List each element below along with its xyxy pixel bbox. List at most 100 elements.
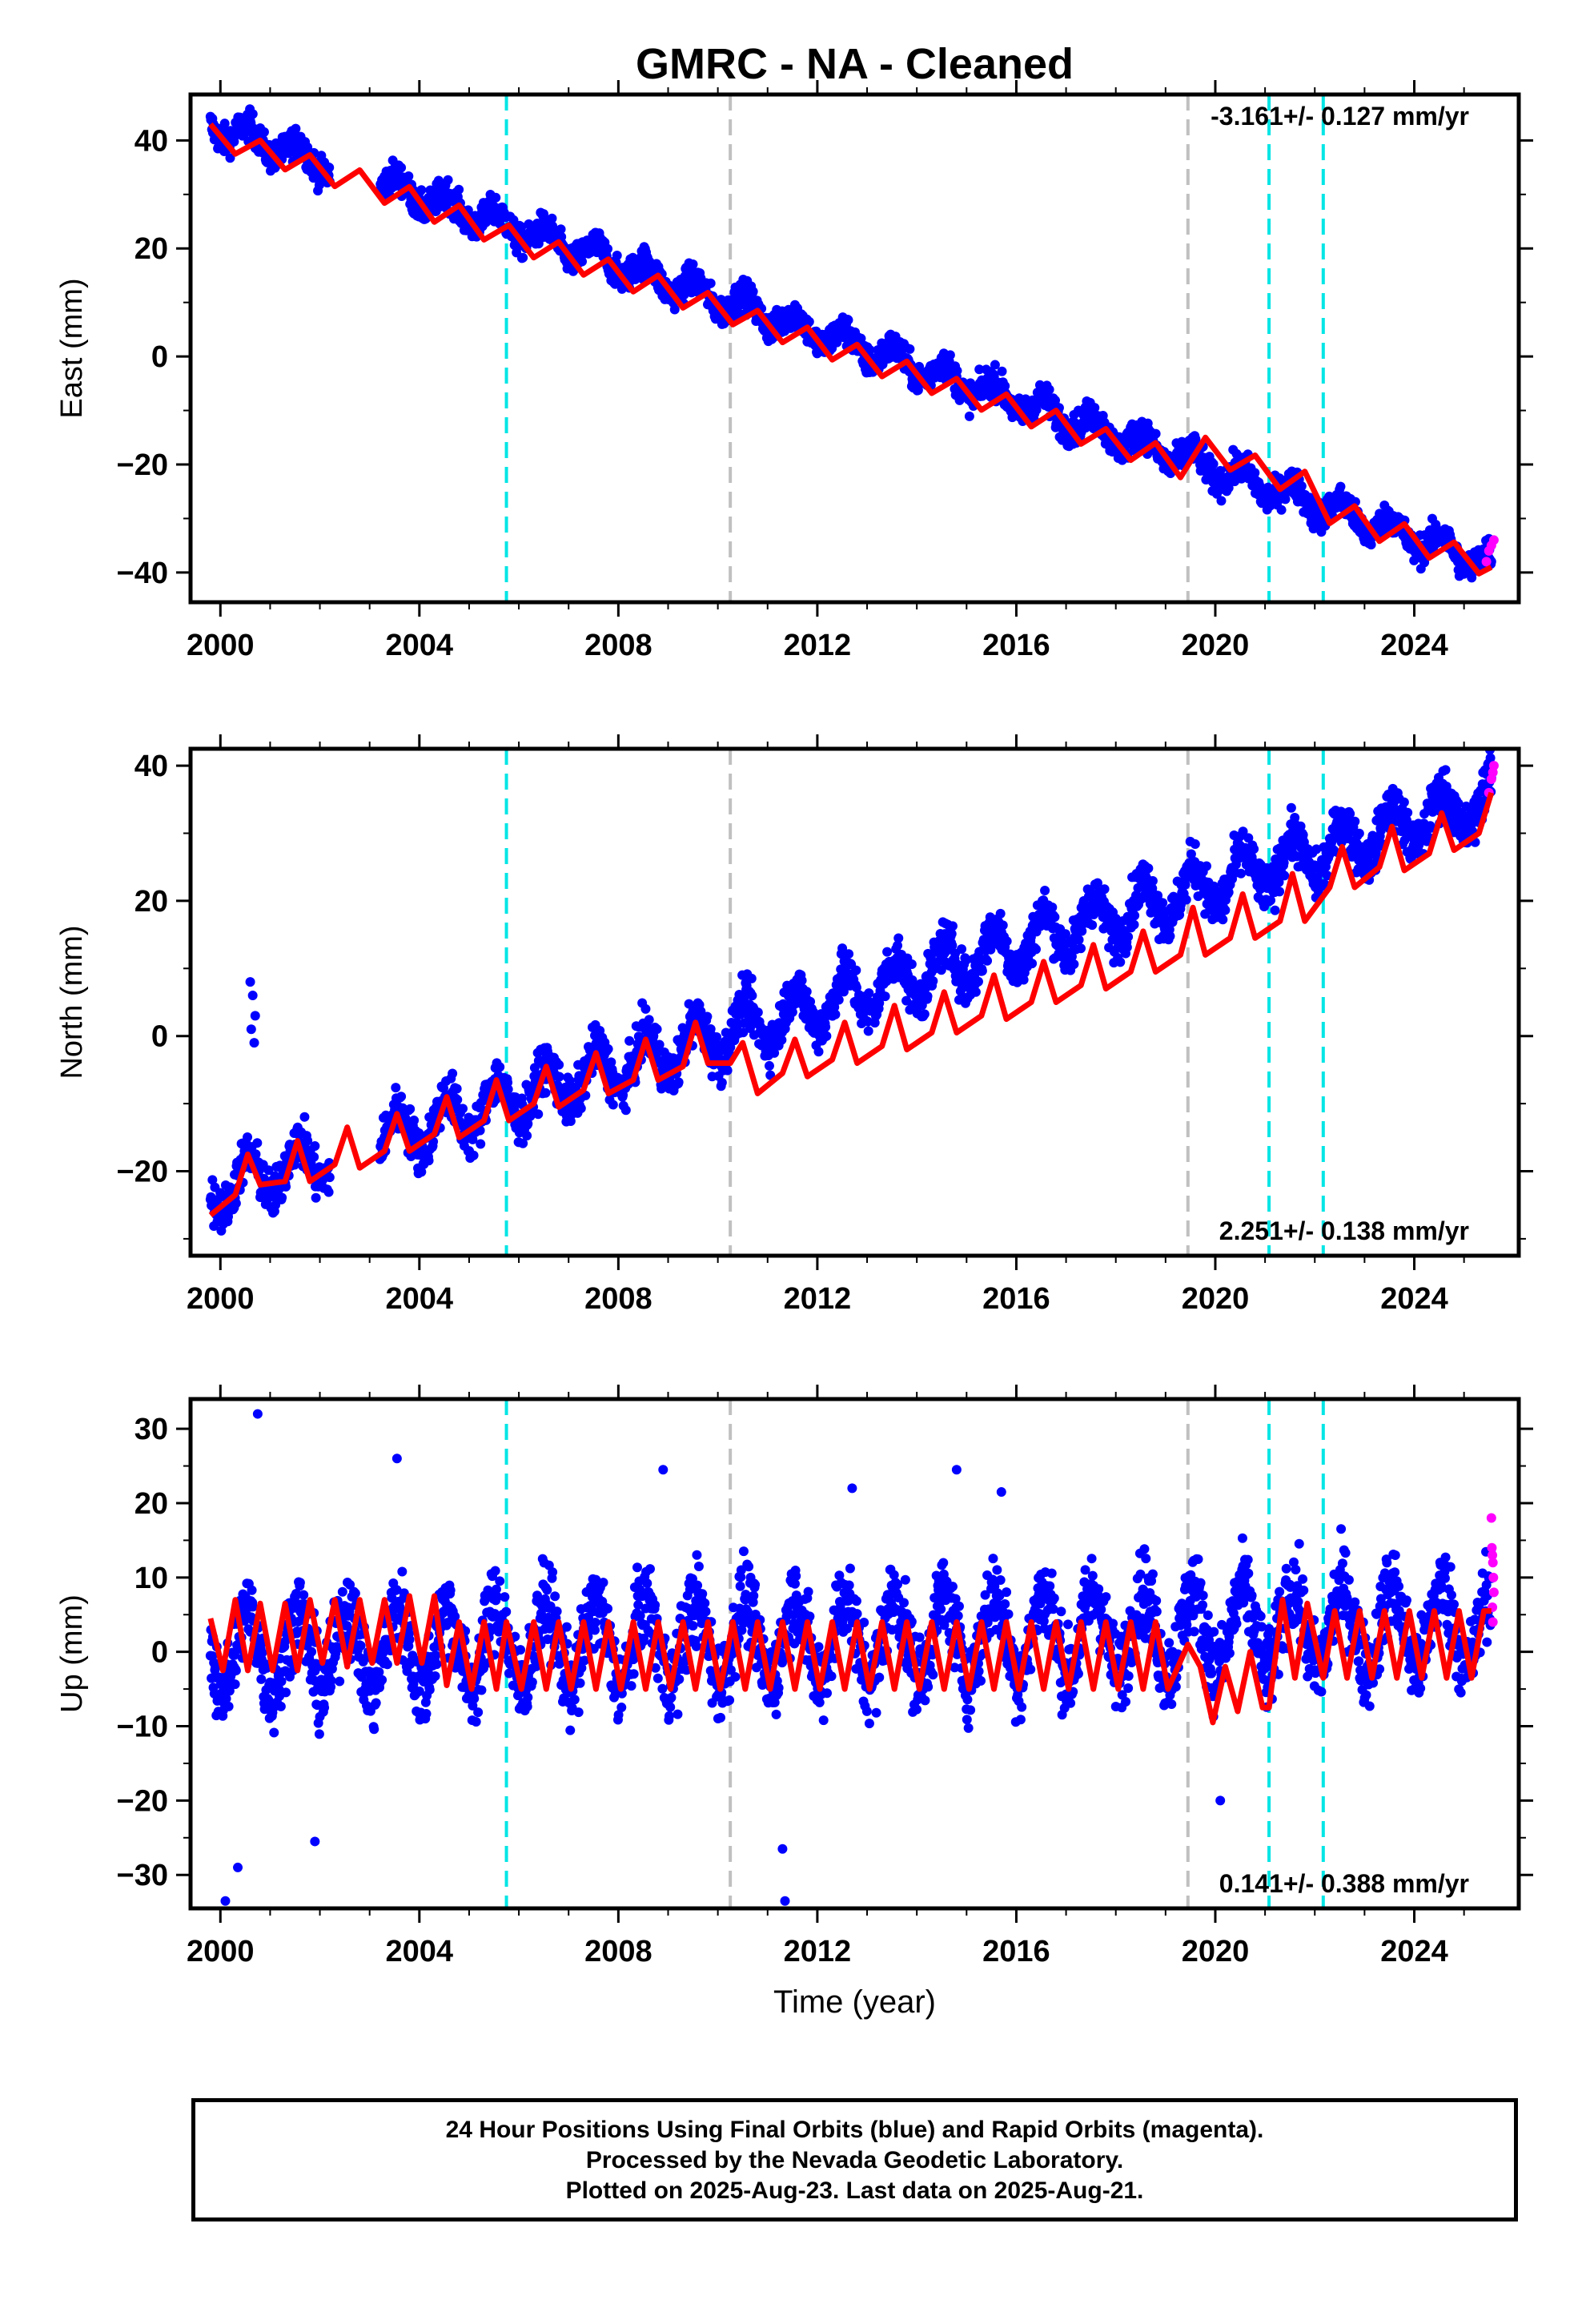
data-point [738, 1027, 749, 1038]
data-point [893, 933, 904, 943]
data-point [612, 251, 622, 261]
data-point [452, 1084, 462, 1094]
data-point [603, 243, 613, 254]
data-point [1286, 802, 1296, 813]
data-point [964, 411, 974, 421]
data-point [396, 163, 407, 173]
data-point [1298, 830, 1308, 840]
y-tick-label: −20 [117, 448, 168, 482]
data-point [1250, 468, 1260, 478]
data-point [1266, 895, 1276, 906]
data-point [1481, 557, 1492, 567]
data-point [673, 1077, 684, 1088]
data-point [928, 975, 938, 986]
data-point [865, 345, 875, 356]
data-point [1074, 935, 1084, 945]
data-point [525, 1111, 536, 1121]
data-point [277, 1192, 287, 1203]
data-point [1122, 942, 1132, 952]
data-point [1158, 898, 1168, 908]
data-point [1077, 926, 1087, 936]
data-point [1274, 877, 1284, 887]
data-point [468, 1150, 479, 1160]
data-point [518, 1138, 528, 1148]
data-point [1181, 895, 1191, 905]
data-point [458, 1104, 468, 1114]
data-point [409, 1116, 420, 1126]
chart-title: GMRC - NA - Cleaned [636, 40, 1074, 88]
data-point [952, 365, 962, 376]
data-point [560, 1082, 571, 1092]
x-tick-label: 2012 [784, 629, 852, 662]
data-point [1215, 465, 1226, 476]
data-point [1129, 919, 1139, 930]
data-point [843, 315, 853, 325]
data-point [1130, 911, 1140, 921]
data-point [1311, 844, 1322, 854]
y-axis-label: East (mm) [55, 278, 89, 418]
data-point [747, 991, 757, 1001]
data-point [957, 944, 967, 955]
data-point [851, 983, 861, 993]
data-point [1335, 481, 1346, 492]
data-point [299, 1112, 310, 1122]
data-point [1322, 870, 1332, 881]
data-point [1031, 404, 1042, 415]
data-point [851, 965, 861, 975]
y-tick-label: 0 [151, 340, 168, 374]
data-point [624, 1035, 635, 1046]
data-point [1290, 812, 1300, 822]
data-point [1092, 878, 1102, 888]
data-point [688, 259, 698, 270]
data-point [1150, 428, 1161, 439]
data-point [1147, 875, 1158, 886]
data-point [491, 192, 501, 203]
data-point [797, 975, 807, 986]
data-point [533, 1109, 544, 1120]
data-point [801, 987, 812, 997]
data-point [452, 1095, 463, 1105]
model-fit-line [208, 122, 1493, 577]
data-point [323, 1187, 334, 1197]
data-point [1060, 929, 1070, 939]
y-tick-label: 20 [135, 232, 168, 266]
data-point [1399, 797, 1409, 807]
data-point [945, 350, 955, 360]
data-point [813, 1047, 824, 1057]
data-point [977, 966, 987, 976]
data-point [608, 1100, 618, 1110]
data-point [522, 1131, 532, 1141]
data-point [644, 1015, 654, 1025]
data-point [1467, 573, 1477, 583]
data-point [291, 123, 301, 134]
data-point [1076, 943, 1086, 954]
rapid-orbit-points [1481, 535, 1499, 567]
data-point [424, 1156, 434, 1166]
data-point [954, 395, 965, 405]
data-point [1191, 434, 1201, 444]
data-point [219, 119, 230, 129]
data-point [1069, 959, 1079, 970]
data-point [882, 947, 893, 957]
data-point [1002, 936, 1012, 947]
data-point [669, 304, 680, 315]
data-point [1000, 381, 1010, 392]
data-point [1350, 816, 1360, 826]
data-point [1050, 395, 1061, 405]
x-tick-label: 2000 [187, 629, 255, 662]
data-point [416, 1167, 427, 1177]
data-point [922, 991, 933, 1002]
final-orbit-points [205, 749, 1496, 1236]
data-point [1050, 912, 1060, 923]
data-point [777, 1035, 787, 1045]
data-point [961, 955, 971, 966]
x-tick-label: 2016 [982, 629, 1050, 662]
data-point [1115, 957, 1126, 967]
data-point [523, 1119, 533, 1129]
data-point [556, 224, 566, 235]
data-point [863, 1026, 873, 1036]
data-point [1403, 807, 1413, 818]
x-tick-label: 2020 [1182, 629, 1250, 662]
data-point [1090, 403, 1100, 413]
